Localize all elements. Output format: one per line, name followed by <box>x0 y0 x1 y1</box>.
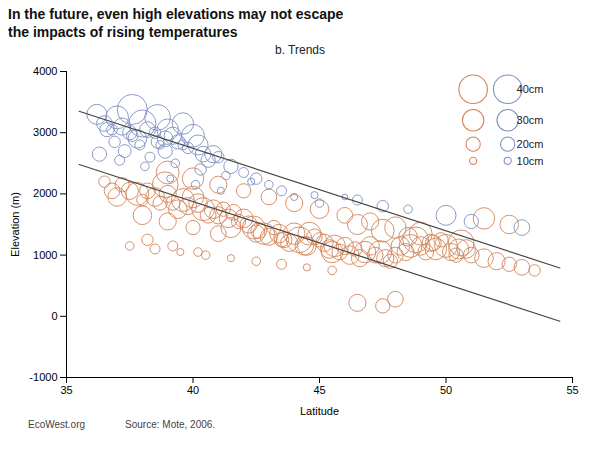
html-text:In the future, even high eleva: In the future, even high elevations may … <box>8 6 344 40</box>
svg-text:40: 40 <box>187 384 199 396</box>
svg-text:Latitude: Latitude <box>300 405 339 417</box>
svg-text:40cm: 40cm <box>517 83 544 95</box>
svg-text:3000: 3000 <box>33 126 57 138</box>
svg-text:35: 35 <box>60 384 72 396</box>
svg-text:4000: 4000 <box>33 65 57 77</box>
svg-text:45: 45 <box>313 384 325 396</box>
svg-text:10cm: 10cm <box>517 155 544 167</box>
svg-text:20cm: 20cm <box>517 138 544 150</box>
svg-text:1000: 1000 <box>33 249 57 261</box>
html-text:Source: Mote, 2006.: Source: Mote, 2006. <box>125 419 216 430</box>
svg-text:2000: 2000 <box>33 187 57 199</box>
svg-text:30cm: 30cm <box>517 114 544 126</box>
svg-text:0: 0 <box>51 310 57 322</box>
svg-text:55: 55 <box>566 384 578 396</box>
svg-text:50: 50 <box>440 384 452 396</box>
html-text:EcoWest.org: EcoWest.org <box>28 419 86 430</box>
html-text:b. Trends: b. Trends <box>275 43 325 57</box>
svg-text:Elevation (m): Elevation (m) <box>9 192 21 257</box>
svg-text:-1000: -1000 <box>29 371 57 383</box>
